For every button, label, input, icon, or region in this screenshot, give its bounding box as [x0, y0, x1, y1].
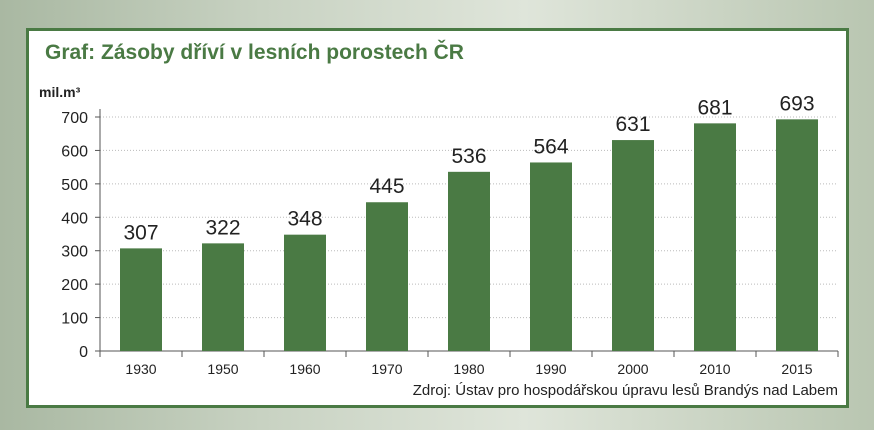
bar: [612, 140, 654, 351]
x-tick-label: 1950: [207, 361, 238, 377]
y-tick-label: 0: [79, 344, 88, 361]
data-label: 307: [123, 221, 158, 244]
data-label: 631: [615, 113, 650, 136]
y-tick-label: 300: [61, 244, 88, 261]
y-tick-label: 100: [61, 311, 88, 328]
data-label: 564: [533, 135, 568, 158]
x-tick-label: 1970: [371, 361, 402, 377]
bar: [284, 234, 326, 351]
data-label: 681: [697, 96, 732, 119]
x-tick-label: 2010: [699, 361, 730, 377]
chart-source: Zdroj: Ústav pro hospodářskou úpravu les…: [412, 382, 838, 399]
y-tick-label: 600: [61, 143, 88, 160]
y-tick-label: 200: [61, 277, 88, 294]
y-tick-label: 400: [61, 210, 88, 227]
y-tick-label: 700: [61, 110, 88, 127]
x-tick-label: 1930: [125, 361, 156, 377]
bar: [530, 162, 572, 351]
data-label: 445: [369, 175, 404, 198]
bar: [694, 123, 736, 351]
bar: [202, 243, 244, 351]
x-tick-label: 2015: [781, 361, 812, 377]
data-label: 536: [451, 145, 486, 168]
x-tick-label: 2000: [617, 361, 648, 377]
data-label: 322: [205, 216, 240, 239]
x-tick-label: 1960: [289, 361, 320, 377]
bar: [776, 119, 818, 351]
bar-chart: mil.m³ 0 100 200 300 400 500 600 700 307 1930 322 19…: [39, 84, 839, 377]
chart-frame: Graf: Zásoby dříví v lesních porostech Č…: [26, 28, 849, 408]
x-tick-label: 1980: [453, 361, 484, 377]
y-tick-label: 500: [61, 177, 88, 194]
bar: [366, 202, 408, 351]
x-tick-label: 1990: [535, 361, 566, 377]
chart-title: Graf: Zásoby dříví v lesních porostech Č…: [45, 41, 464, 64]
bar: [448, 171, 490, 351]
bar: [120, 248, 162, 351]
y-axis-label: mil.m³: [39, 84, 81, 100]
data-label: 348: [287, 208, 322, 231]
data-label: 693: [779, 92, 814, 115]
